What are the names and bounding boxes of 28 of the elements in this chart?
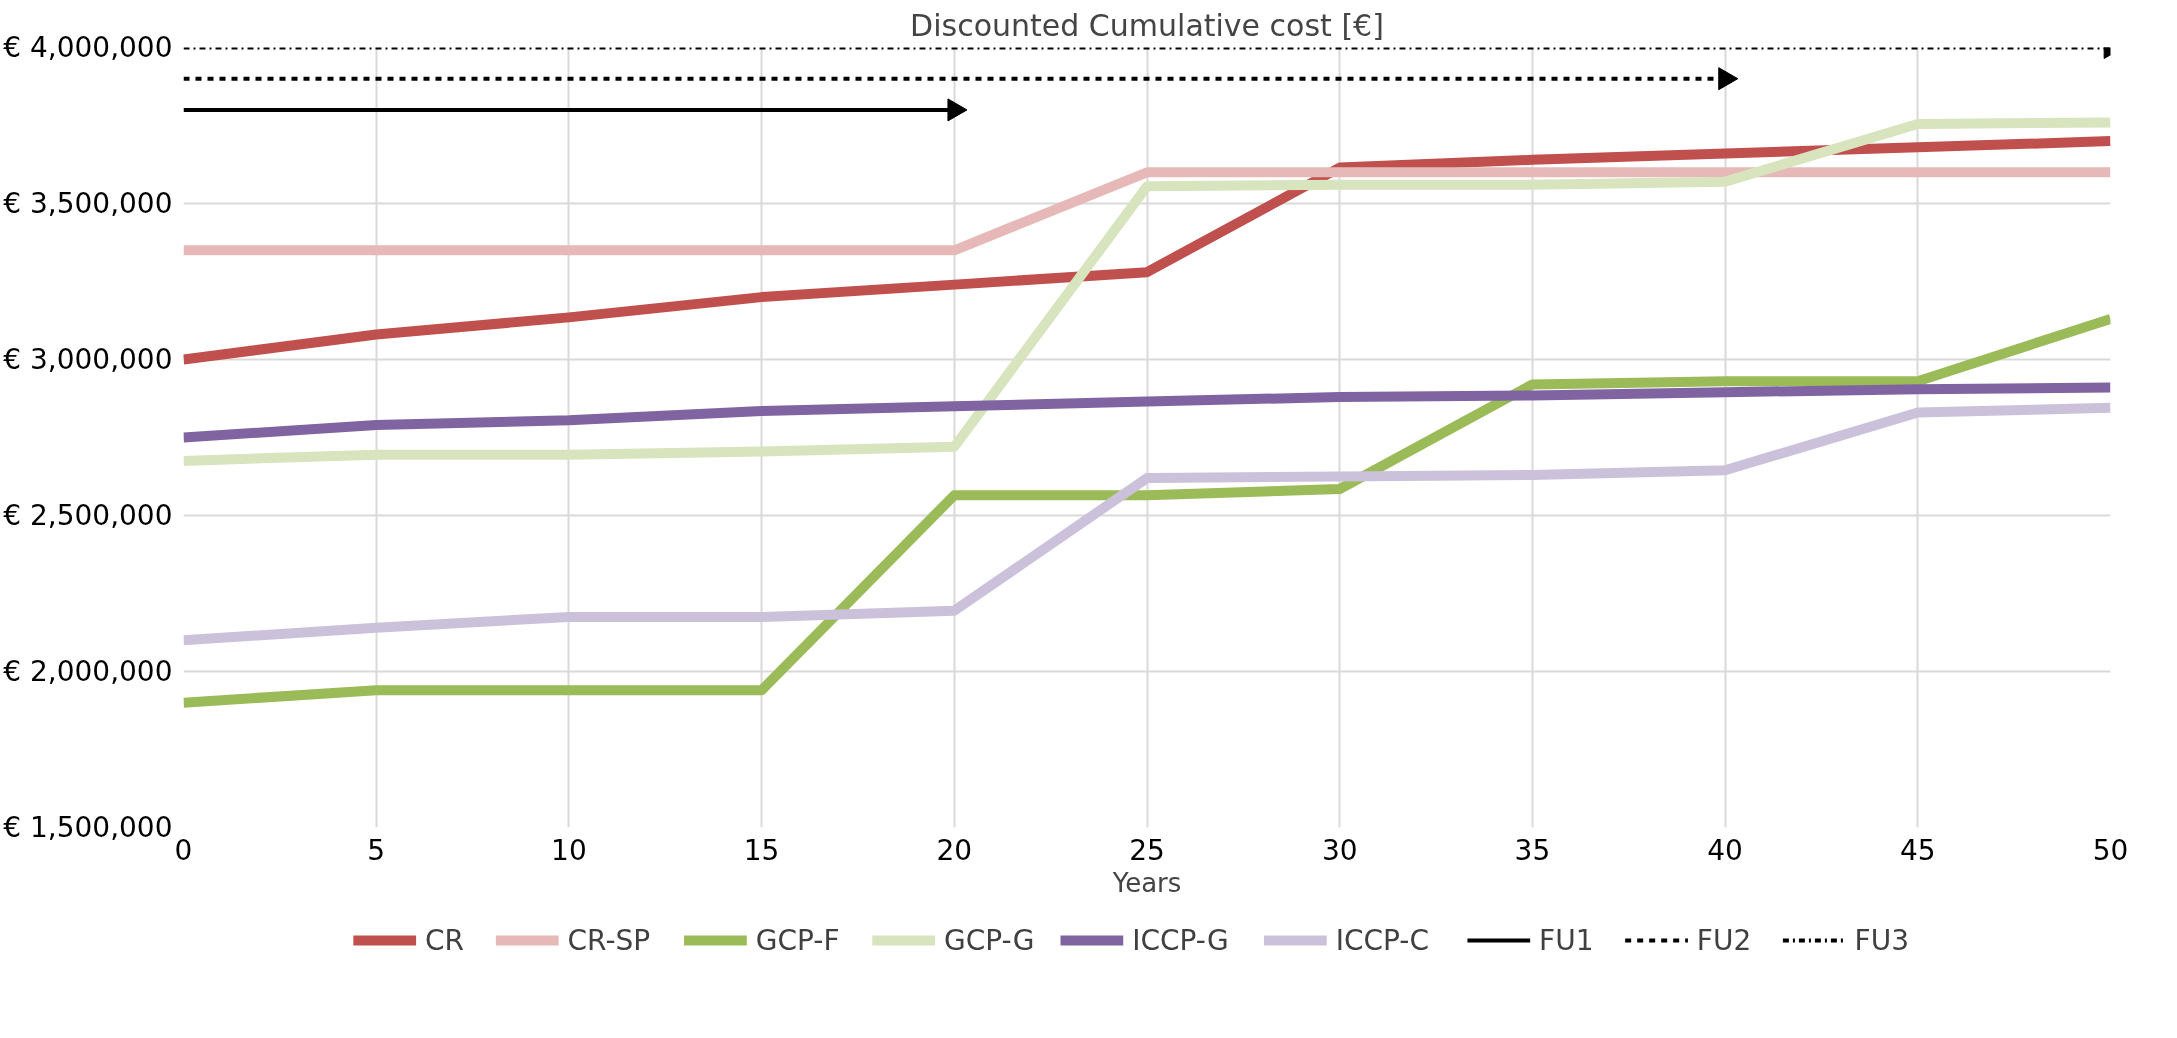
x-tick-label: 30 [1321,833,1358,867]
x-tick-label: 20 [936,833,973,867]
x-tick-label: 10 [551,833,587,867]
legend-label: FU1 [1539,924,1594,957]
y-tick-label: € 1,500,000 [3,811,173,844]
y-tick-label: € 3,500,000 [3,187,173,220]
chart-title: Discounted Cumulative cost [€] [910,7,1384,43]
legend-label: CR [425,924,465,957]
x-tick-label: 40 [1707,833,1743,867]
x-axis-title: Years [1111,867,1182,898]
legend-label: CR-SP [567,924,651,957]
legend-label: GCP-F [755,924,840,957]
x-tick-label: 15 [743,833,780,867]
y-tick-label: € 2,000,000 [3,655,173,688]
x-tick-label: 5 [367,833,386,867]
legend-label: ICCP-C [1335,924,1429,957]
legend-label: ICCP-G [1132,924,1229,957]
x-tick-label: 45 [1899,833,1936,867]
legend-label: FU3 [1854,924,1910,957]
y-tick-label: € 4,000,000 [3,31,173,64]
x-tick-label: 35 [1514,833,1551,867]
x-tick-label: 50 [2092,833,2129,867]
x-tick-label: 0 [174,833,193,867]
x-tick-label: 25 [1129,833,1165,867]
legend-label: FU2 [1696,924,1752,957]
y-tick-label: € 2,500,000 [3,499,173,532]
y-tick-label: € 3,000,000 [3,343,173,376]
legend-label: GCP-G [943,924,1035,957]
